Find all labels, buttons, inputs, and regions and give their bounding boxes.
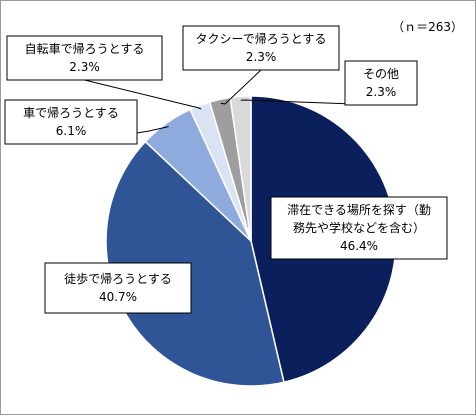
label-box-3 (6, 35, 163, 81)
sample-size-note: （ｎ＝263） (392, 20, 463, 34)
slice-category-label-5: その他 (363, 67, 399, 81)
slice-category-label-4: タクシーで帰ろうとする (196, 32, 327, 46)
slice-value-label-3: 2.3% (69, 60, 100, 74)
leader-line-4 (220, 69, 262, 105)
label-box-0 (270, 196, 448, 260)
leader-line-3 (84, 79, 202, 110)
label-box-4 (182, 25, 340, 71)
slice-category-label-2: 車で帰ろうとする (23, 106, 119, 120)
slice-category-label-3: 自転車で帰ろうとする (25, 42, 145, 56)
leader-lines (70, 69, 382, 145)
slice-value-label-4: 2.3% (246, 50, 277, 64)
pie-slices (105, 95, 397, 387)
slice-category-label-1: 徒歩で帰ろうとする (64, 271, 172, 286)
slice-category-label-0: 務先や学校などを含む） (293, 220, 425, 235)
slice-value-label-5: 2.3% (366, 85, 397, 99)
slice-value-label-0: 46.4% (340, 239, 378, 253)
slice-category-label-0: 滞在できる場所を探す（勤 (287, 203, 431, 217)
slice-value-label-2: 6.1% (56, 124, 87, 138)
label-box-1 (44, 262, 192, 314)
label-box-2 (4, 99, 138, 145)
label-box-5 (344, 60, 418, 106)
slice-value-label-1: 40.7% (99, 290, 137, 304)
leader-line-5 (240, 99, 382, 106)
pie-slice-5 (229, 95, 252, 242)
